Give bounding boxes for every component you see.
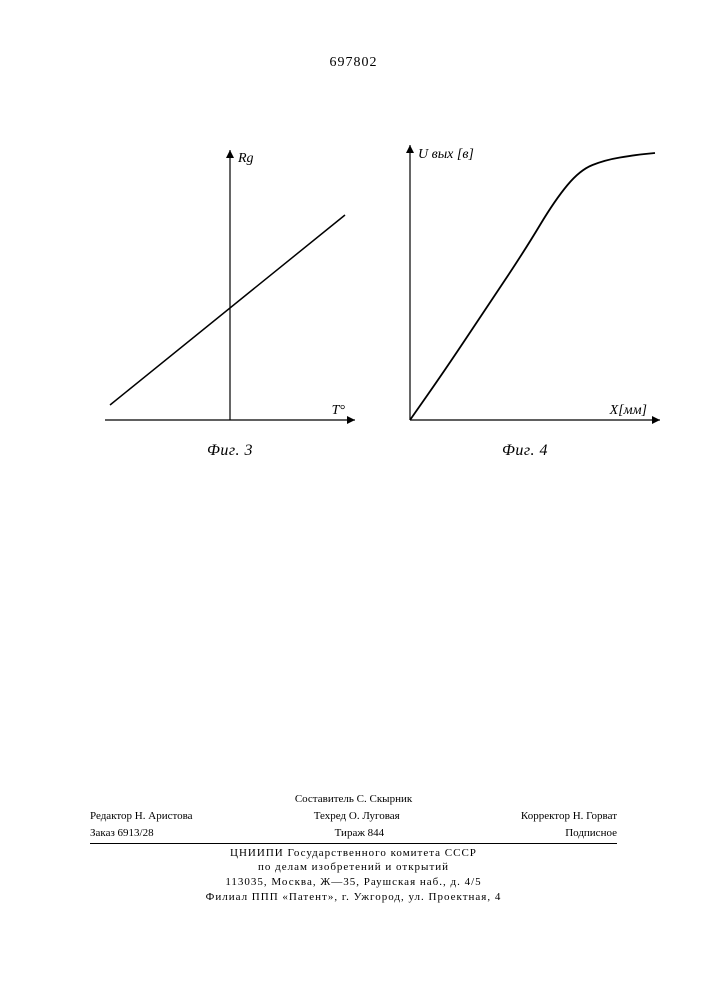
footer-compiler: Составитель С. Скырник [90,792,617,807]
fig4-chart: U вых [в] X[мм] Фиг. 4 [385,140,665,460]
footer-org2: по делам изобретений и открытий [90,860,617,875]
charts-row: Rg T° Фиг. 3 U вых [в] X[мм] Фиг. 4 [0,140,707,490]
svg-text:X[мм]: X[мм] [609,403,647,418]
footer-org: ЦНИИПИ Государственного комитета СССР [90,846,617,861]
fig3-svg: Rg T° [100,140,360,440]
footer-tirazh: Тираж 844 [335,826,385,841]
fig4-svg: U вых [в] X[мм] [385,140,665,440]
page-number: 697802 [330,55,378,71]
fig4-caption: Фиг. 4 [385,442,665,460]
fig3-chart: Rg T° Фиг. 3 [100,140,360,460]
fig3-caption: Фиг. 3 [100,442,360,460]
svg-text:T°: T° [332,403,346,418]
footer-techred: Техред О. Луговая [314,809,400,824]
svg-text:U вых [в]: U вых [в] [418,147,474,162]
footer-order: Заказ 6913/28 [90,826,154,841]
svg-text:Rg: Rg [237,151,254,166]
footer-corrector: Корректор Н. Горват [521,809,617,824]
footer-block: Составитель С. Скырник Редактор Н. Арист… [90,792,617,905]
footer-addr2: Филиал ППП «Патент», г. Ужгород, ул. Про… [90,890,617,905]
footer-addr1: 113035, Москва, Ж—35, Раушская наб., д. … [90,875,617,890]
footer-podpisnoe: Подписное [565,826,617,841]
footer-editor: Редактор Н. Аристова [90,809,193,824]
